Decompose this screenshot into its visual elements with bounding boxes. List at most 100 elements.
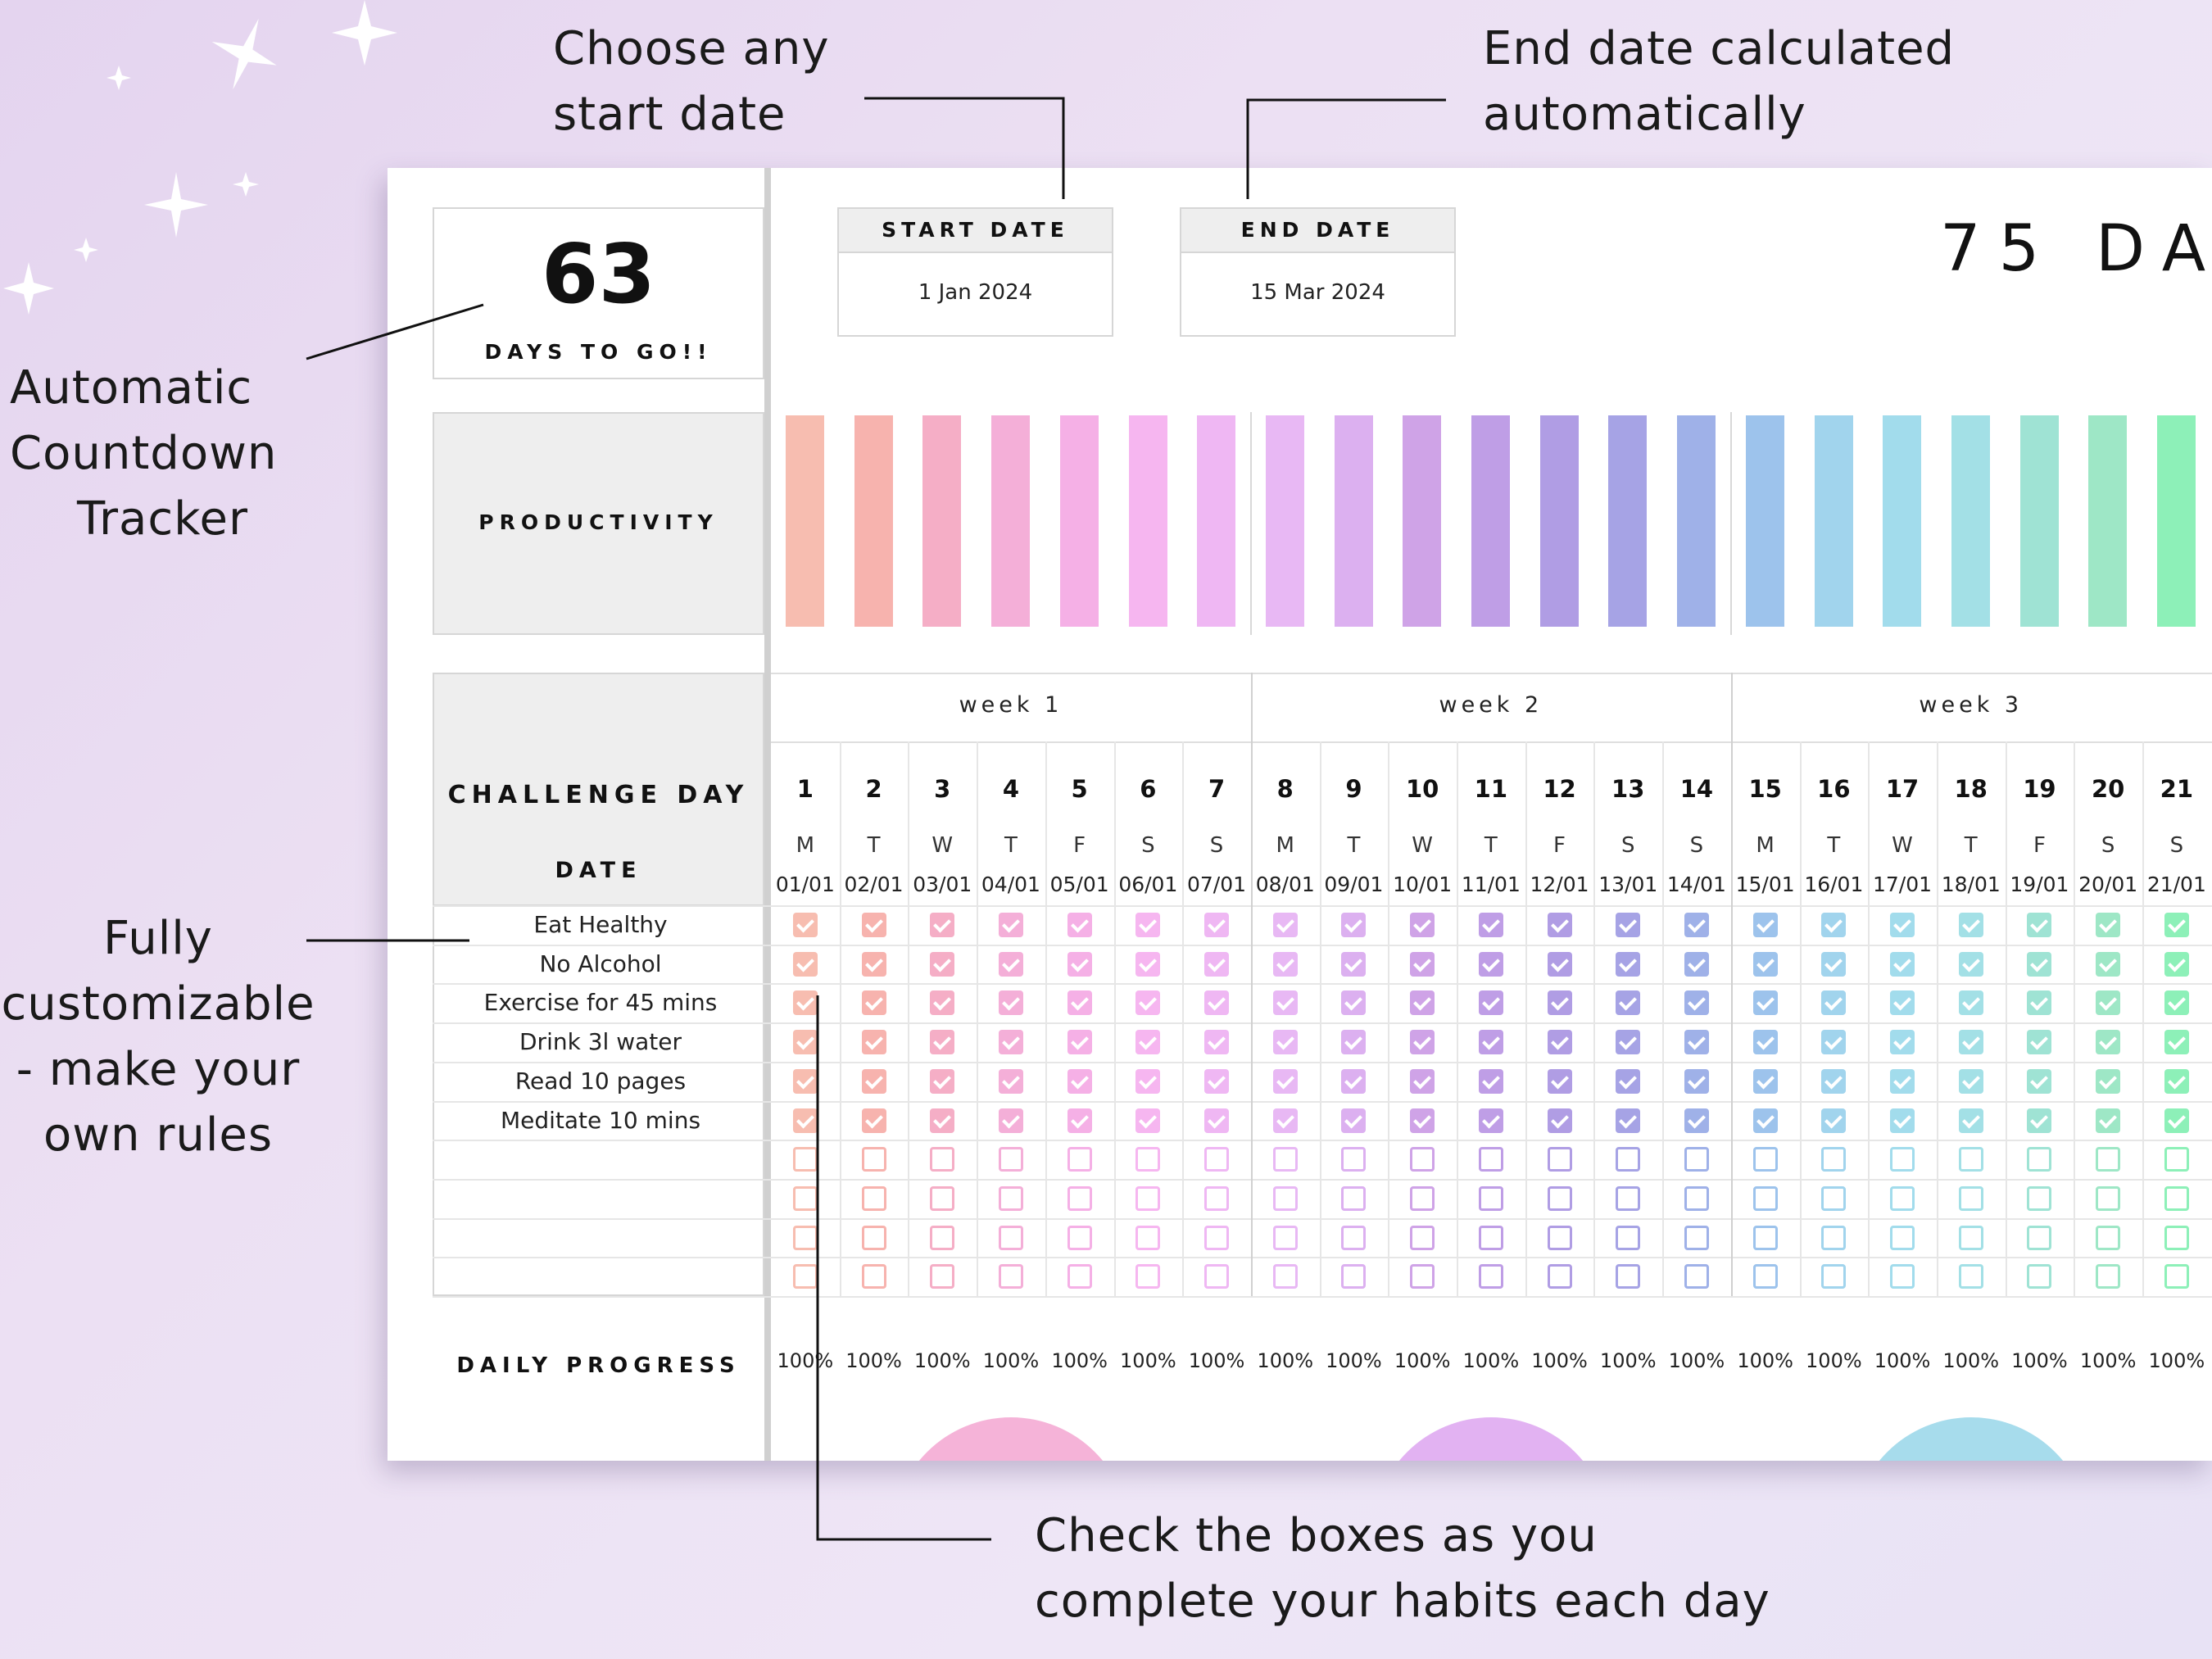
checkbox-checked[interactable] — [1890, 913, 1915, 937]
checkbox-empty[interactable] — [1752, 1264, 1778, 1290]
checkbox-checked[interactable] — [1684, 951, 1709, 977]
checkbox-checked[interactable] — [2096, 913, 2121, 937]
checkbox-empty[interactable] — [1341, 1147, 1367, 1172]
checkbox-checked[interactable] — [998, 1030, 1023, 1055]
checkbox-checked[interactable] — [861, 951, 886, 977]
checkbox-empty[interactable] — [930, 1147, 955, 1172]
checkbox-empty[interactable] — [1272, 1225, 1298, 1250]
checkbox-checked[interactable] — [1067, 990, 1092, 1016]
checkbox-checked[interactable] — [2164, 990, 2189, 1016]
checkbox-empty[interactable] — [1341, 1185, 1367, 1211]
habit-name[interactable] — [435, 1140, 766, 1178]
checkbox-checked[interactable] — [861, 1030, 886, 1055]
checkbox-checked[interactable] — [1410, 913, 1435, 937]
checkbox-checked[interactable] — [1684, 1030, 1709, 1055]
checkbox-checked[interactable] — [2164, 1068, 2189, 1094]
checkbox-empty[interactable] — [2096, 1225, 2121, 1250]
checkbox-checked[interactable] — [2164, 951, 2189, 977]
checkbox-empty[interactable] — [1341, 1225, 1367, 1250]
checkbox-checked[interactable] — [2027, 951, 2052, 977]
checkbox-checked[interactable] — [1821, 990, 1847, 1016]
checkbox-checked[interactable] — [2096, 1068, 2121, 1094]
checkbox-checked[interactable] — [1135, 1068, 1161, 1094]
checkbox-checked[interactable] — [1067, 1030, 1092, 1055]
checkbox-empty[interactable] — [2164, 1225, 2189, 1250]
checkbox-checked[interactable] — [1616, 951, 1641, 977]
checkbox-checked[interactable] — [1752, 1108, 1778, 1133]
habit-name[interactable]: Meditate 10 mins — [500, 1106, 701, 1134]
checkbox-empty[interactable] — [1547, 1147, 1572, 1172]
checkbox-checked[interactable] — [1958, 1030, 1983, 1055]
checkbox-checked[interactable] — [1547, 1068, 1572, 1094]
checkbox-checked[interactable] — [1684, 1108, 1709, 1133]
checkbox-checked[interactable] — [998, 1068, 1023, 1094]
checkbox-checked[interactable] — [792, 1108, 818, 1133]
checkbox-empty[interactable] — [2164, 1185, 2189, 1211]
checkbox-checked[interactable] — [1821, 913, 1847, 937]
checkbox-empty[interactable] — [1478, 1185, 1503, 1211]
checkbox-checked[interactable] — [1752, 1030, 1778, 1055]
checkbox-checked[interactable] — [1067, 1108, 1092, 1133]
checkbox-checked[interactable] — [1341, 951, 1367, 977]
checkbox-checked[interactable] — [1135, 990, 1161, 1016]
checkbox-empty[interactable] — [2164, 1147, 2189, 1172]
checkbox-checked[interactable] — [1478, 951, 1503, 977]
checkbox-checked[interactable] — [1890, 990, 1915, 1016]
checkbox-checked[interactable] — [1684, 1068, 1709, 1094]
checkbox-empty[interactable] — [792, 1185, 818, 1211]
checkbox-empty[interactable] — [1821, 1185, 1847, 1211]
checkbox-checked[interactable] — [998, 990, 1023, 1016]
start-date-value[interactable]: 1 Jan 2024 — [918, 280, 1033, 305]
checkbox-empty[interactable] — [792, 1264, 818, 1290]
checkbox-empty[interactable] — [1684, 1225, 1709, 1250]
checkbox-checked[interactable] — [1204, 990, 1230, 1016]
checkbox-checked[interactable] — [1752, 913, 1778, 937]
checkbox-empty[interactable] — [2027, 1185, 2052, 1211]
checkbox-checked[interactable] — [2096, 1030, 2121, 1055]
checkbox-checked[interactable] — [1135, 1030, 1161, 1055]
checkbox-empty[interactable] — [998, 1185, 1023, 1211]
checkbox-checked[interactable] — [2027, 1030, 2052, 1055]
checkbox-checked[interactable] — [1204, 1108, 1230, 1133]
checkbox-empty[interactable] — [1272, 1185, 1298, 1211]
checkbox-empty[interactable] — [998, 1225, 1023, 1250]
checkbox-checked[interactable] — [1135, 1108, 1161, 1133]
checkbox-empty[interactable] — [2027, 1264, 2052, 1290]
checkbox-checked[interactable] — [2096, 951, 2121, 977]
checkbox-checked[interactable] — [1204, 913, 1230, 937]
checkbox-checked[interactable] — [1272, 1068, 1298, 1094]
checkbox-empty[interactable] — [1684, 1264, 1709, 1290]
checkbox-checked[interactable] — [792, 1030, 818, 1055]
checkbox-checked[interactable] — [1204, 1030, 1230, 1055]
checkbox-checked[interactable] — [1890, 1108, 1915, 1133]
checkbox-empty[interactable] — [792, 1225, 818, 1250]
checkbox-empty[interactable] — [861, 1185, 886, 1211]
habit-name[interactable] — [435, 1257, 766, 1295]
checkbox-empty[interactable] — [1067, 1185, 1092, 1211]
checkbox-empty[interactable] — [1821, 1264, 1847, 1290]
checkbox-checked[interactable] — [1067, 1068, 1092, 1094]
checkbox-checked[interactable] — [1272, 951, 1298, 977]
habit-name[interactable] — [435, 1179, 766, 1217]
checkbox-checked[interactable] — [861, 990, 886, 1016]
checkbox-checked[interactable] — [2027, 1068, 2052, 1094]
checkbox-checked[interactable] — [861, 1108, 886, 1133]
checkbox-checked[interactable] — [2164, 913, 2189, 937]
checkbox-empty[interactable] — [1067, 1264, 1092, 1290]
checkbox-checked[interactable] — [1478, 1108, 1503, 1133]
checkbox-checked[interactable] — [2027, 913, 2052, 937]
checkbox-checked[interactable] — [1684, 913, 1709, 937]
checkbox-empty[interactable] — [1821, 1147, 1847, 1172]
checkbox-empty[interactable] — [1067, 1147, 1092, 1172]
checkbox-empty[interactable] — [1478, 1147, 1503, 1172]
checkbox-empty[interactable] — [1067, 1225, 1092, 1250]
checkbox-checked[interactable] — [2164, 1030, 2189, 1055]
checkbox-checked[interactable] — [1616, 913, 1641, 937]
checkbox-empty[interactable] — [1410, 1185, 1435, 1211]
checkbox-checked[interactable] — [861, 913, 886, 937]
checkbox-empty[interactable] — [1958, 1147, 1983, 1172]
checkbox-checked[interactable] — [1478, 1030, 1503, 1055]
checkbox-checked[interactable] — [792, 1068, 818, 1094]
habit-name[interactable]: Exercise for 45 mins — [483, 989, 718, 1017]
checkbox-checked[interactable] — [930, 1030, 955, 1055]
